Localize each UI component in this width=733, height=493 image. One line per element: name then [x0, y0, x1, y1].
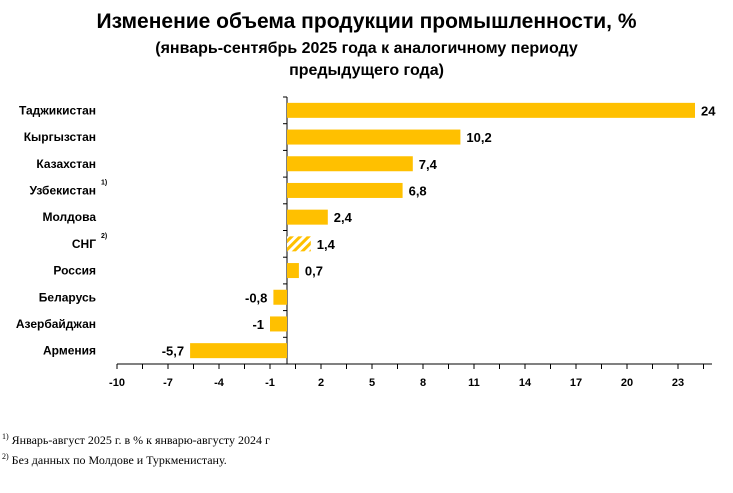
data-label: 6,8	[409, 183, 427, 198]
bar-0	[287, 102, 695, 118]
x-tick-label: -10	[109, 377, 125, 389]
bar-6	[287, 263, 299, 279]
bar-2	[287, 156, 413, 172]
footnote-2: 2) Без данных по Молдове и Туркменистану…	[2, 452, 227, 467]
bar-4	[287, 209, 328, 225]
x-tick-label: 11	[468, 377, 480, 389]
category-label: Кыргызстан	[24, 130, 96, 144]
bar-3	[287, 182, 403, 198]
x-tick-label: -7	[163, 377, 173, 389]
data-label: -5,7	[162, 344, 184, 359]
data-label: 24	[701, 103, 716, 118]
x-tick-label: 17	[570, 377, 582, 389]
data-label: -0,8	[245, 290, 267, 305]
x-tick-label: 23	[672, 377, 684, 389]
data-label: -1	[252, 317, 264, 332]
bar-5	[287, 236, 311, 252]
chart-subtitle: (январь-сентябрь 2025 года к аналогичном…	[155, 40, 578, 79]
category-label: Беларусь	[39, 290, 96, 304]
category-label: Казахстан	[36, 157, 96, 171]
category-note: 1)	[101, 179, 107, 186]
bar-1	[287, 129, 461, 145]
data-label: 7,4	[419, 157, 438, 172]
x-tick-label: 20	[621, 377, 633, 389]
data-label: 0,7	[305, 264, 323, 279]
category-label: Узбекистан	[30, 183, 96, 197]
bar-7	[273, 289, 287, 305]
x-tick-label: 14	[519, 377, 532, 389]
bar-8	[270, 316, 287, 332]
bar-9	[190, 343, 287, 359]
data-label: 1,4	[317, 237, 336, 252]
category-label: Таджикистан	[19, 103, 96, 117]
category-label: Молдова	[43, 210, 97, 224]
data-label: 10,2	[466, 130, 491, 145]
x-tick-label: 8	[420, 377, 426, 389]
category-label: Армения	[43, 344, 96, 358]
footnote-1: 1) Январь-август 2025 г. в % к январю-ав…	[2, 432, 270, 447]
category-label: СНГ	[72, 237, 96, 251]
chart-title: Изменение объема продукции промышленност…	[96, 10, 637, 33]
data-label: 2,4	[334, 210, 353, 225]
x-tick-label: -1	[265, 377, 275, 389]
category-label: Азербайджан	[16, 317, 96, 331]
x-tick-label: -4	[214, 377, 225, 389]
category-label: Россия	[53, 264, 96, 278]
x-tick-label: 2	[318, 377, 324, 389]
x-tick-label: 5	[369, 377, 375, 389]
category-note: 2)	[101, 233, 107, 240]
